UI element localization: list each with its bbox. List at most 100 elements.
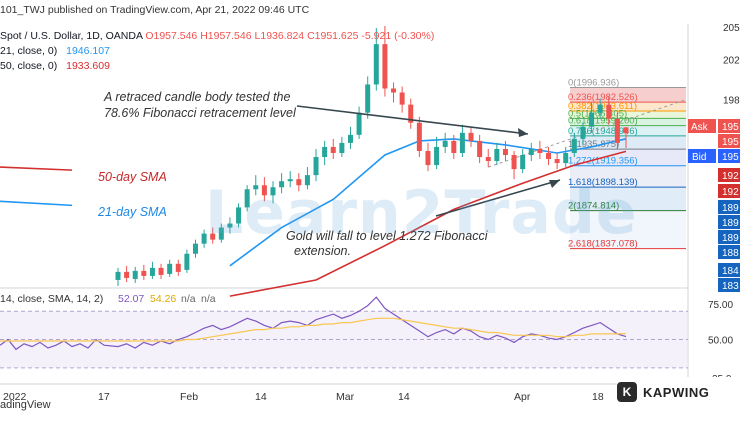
annotation-retrace-line1: A retraced candle body tested the — [103, 90, 291, 104]
candle-body — [391, 88, 397, 93]
candle-body — [261, 185, 267, 196]
rsi-ma-line — [0, 317, 627, 342]
time-axis-label: Feb — [180, 391, 198, 403]
candle-body — [494, 148, 500, 162]
ohlc-low: L1936.824 — [254, 30, 305, 42]
ma50-price-value: 192 — [722, 171, 739, 182]
rsi-legend-label: 14, close, SMA, 14, 2) — [0, 293, 103, 305]
ma21-left-line — [0, 200, 73, 207]
fib-zone — [570, 165, 686, 188]
fib-price-value: 188 — [722, 248, 739, 259]
candle-body — [408, 104, 414, 123]
ma50-price-tag — [718, 168, 740, 182]
annotation-retrace-line2: 78.6% Fibonacci retracement level — [104, 106, 297, 120]
fib-zone — [570, 118, 686, 126]
fib-zone — [570, 87, 686, 103]
fib-level-label: 0.5(1966.405) — [568, 108, 627, 119]
fib-level-label: 1.272(1919.356) — [568, 156, 638, 167]
fib-level-label: 1.618(1898.139) — [568, 177, 638, 188]
candle-body — [279, 181, 285, 188]
candle-body — [399, 92, 405, 105]
kapwing-label: KAPWING — [643, 384, 710, 400]
candle-body — [451, 140, 457, 153]
candle-body — [477, 140, 483, 158]
time-axis-label: 2022 — [3, 391, 27, 403]
candle-body — [597, 104, 603, 113]
ohlc-close: C1951.625 — [307, 30, 359, 42]
ma21-legend-value: 1946.107 — [66, 45, 110, 57]
ma21-legend[interactable]: 21, close, 0) 1946.107 — [0, 45, 110, 57]
bid-value: 195 — [722, 152, 739, 163]
candle-body — [356, 112, 362, 135]
candle-body — [416, 122, 422, 151]
last-price-tag — [718, 134, 740, 148]
candle-body — [167, 263, 173, 274]
candle-body — [210, 233, 216, 240]
rsi-ma-legend-value: 54.26 — [150, 293, 176, 305]
ma50-legend-value: 1933.609 — [66, 60, 110, 72]
candle-body — [149, 267, 155, 276]
candle-body — [614, 118, 620, 143]
candle-body — [580, 126, 586, 139]
fib-price-tag — [718, 200, 740, 214]
ohlc-change: -5.921 (-0.30%) — [361, 30, 435, 42]
rsi-axis-label: 75.00 — [708, 300, 733, 311]
ma21-legend-label: 21, close, 0) — [0, 45, 58, 57]
time-axis-label: 18 — [592, 391, 604, 403]
bid-tag — [688, 149, 716, 163]
fib-price-tag — [718, 263, 740, 277]
fib-price-tag — [718, 215, 740, 229]
ask-tag — [688, 119, 716, 133]
price-axis-top: 2050 — [723, 23, 740, 34]
bid-tag-label: Bid — [692, 152, 706, 163]
candle-body — [546, 152, 552, 160]
rsi-legend-na1: n/a — [181, 293, 196, 305]
sma21-label: 21-day SMA — [97, 205, 167, 219]
fib-level-label: 0.236(1982.526) — [568, 92, 638, 103]
fib-price-value: 184 — [722, 266, 739, 277]
fib-zone — [570, 149, 686, 166]
ohlc-open: O1957.546 — [145, 30, 198, 42]
kapwing-badge[interactable]: K KAPWING — [617, 377, 737, 407]
ohlc-high: H1957.546 — [200, 30, 252, 42]
fib-level-label: 2(1874.814) — [568, 201, 619, 212]
ma50-legend[interactable]: 50, close, 0) 1933.609 — [0, 60, 110, 72]
candle-body — [339, 142, 345, 153]
annotation-gold-line2: extension. — [294, 244, 351, 258]
fib-level-label: 1(1935.875) — [568, 139, 619, 150]
fib-price-value: 189 — [722, 203, 739, 214]
ma50-legend-label: 50, close, 0) — [0, 60, 58, 72]
fib-zone — [570, 102, 686, 112]
price-axis-label: 2025 — [723, 55, 740, 66]
candle-body — [468, 132, 474, 141]
candle-body — [459, 132, 465, 153]
time-axis-label: 14 — [398, 391, 410, 403]
price-axis-label: 1985 — [723, 96, 740, 107]
fib-level-label: 0(1996.936) — [568, 78, 619, 89]
candle-body — [347, 134, 353, 143]
candle-body — [184, 253, 190, 270]
candle-body — [373, 44, 379, 85]
fib-price-value: 189 — [722, 218, 739, 229]
rsi-legend-value: 52.07 — [118, 293, 144, 305]
candle-body — [132, 270, 138, 279]
rsi-axis-label: 50.00 — [708, 336, 733, 347]
annotation-layer: A retraced candle body tested the 78.6% F… — [97, 90, 561, 258]
candle-body — [442, 140, 448, 147]
kapwing-logo-icon: K — [617, 382, 637, 402]
retrace-arrowhead — [518, 128, 528, 137]
ask-tag-label: Ask — [691, 122, 709, 133]
candle-body — [201, 233, 207, 244]
candle-body — [124, 271, 130, 278]
time-axis-label: Apr — [514, 391, 531, 403]
sma50-label: 50-day SMA — [98, 170, 167, 184]
ma50-price-tag — [718, 184, 740, 198]
learn2trade-watermark: Learn2Trade — [205, 178, 638, 248]
fib-price-value: 183 — [722, 281, 739, 292]
fib-price-tag — [718, 278, 740, 292]
candle-body — [175, 263, 181, 272]
fib-level-label: 2.618(1837.078) — [568, 239, 638, 250]
candle-body — [141, 270, 147, 276]
